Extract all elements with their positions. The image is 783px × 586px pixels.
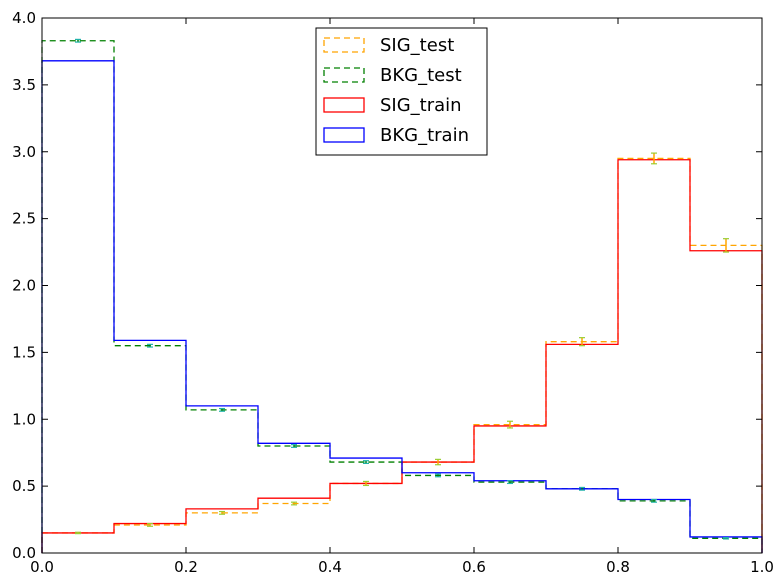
error-bar-sig-test xyxy=(219,510,225,515)
axis-ticks-layer: 0.0 0.2 0.4 0.6 0.8 1.0 0.0 0.5 1.0 1.5 2.0 2.5 3.0 3… xyxy=(12,9,774,576)
error-bar-sig-test xyxy=(435,458,441,466)
legend-box xyxy=(315,27,488,156)
error-bar-bkg-test xyxy=(723,537,729,540)
x-tick-label: 0.0 xyxy=(30,558,54,576)
error-bar-sig-test xyxy=(363,480,369,487)
y-tick-label: 2.5 xyxy=(12,210,36,228)
legend-label: BKG_train xyxy=(380,125,469,146)
error-bar-bkg-test xyxy=(147,343,153,348)
y-tick-label: 1.5 xyxy=(12,343,36,361)
error-bar-bkg-test xyxy=(75,38,81,43)
error-bar-bkg-test xyxy=(435,473,441,478)
error-bar-bkg-test xyxy=(507,480,513,485)
y-tick-label: 4.0 xyxy=(12,9,36,27)
error-bar-bkg-test xyxy=(291,444,297,448)
error-bar-sig-test xyxy=(75,531,81,535)
series-line-sig-train xyxy=(41,159,763,553)
legend-swatch xyxy=(323,97,365,113)
error-bar-bkg-test xyxy=(363,460,369,464)
error-bar-bkg-test xyxy=(579,486,585,491)
legend: SIG_test BKG_test SIG_train BKG_train xyxy=(315,27,488,156)
y-tick-label: 1.0 xyxy=(12,410,36,428)
legend-label: SIG_train xyxy=(380,95,462,116)
error-bar-bkg-test xyxy=(219,407,225,412)
legend-label: BKG_test xyxy=(380,65,462,86)
legend-swatch xyxy=(323,127,365,143)
error-bar-sig-test xyxy=(651,152,657,165)
error-bar-sig-test xyxy=(147,522,153,527)
x-tick-label: 0.2 xyxy=(174,558,198,576)
y-tick-label: 3.0 xyxy=(12,143,36,161)
y-tick-label: 3.5 xyxy=(12,76,36,94)
error-bar-sig-test xyxy=(291,501,297,506)
legend-label: SIG_test xyxy=(380,35,454,56)
error-bars-layer xyxy=(75,38,729,540)
x-tick-label: 0.6 xyxy=(462,558,486,576)
error-bar-sig-test xyxy=(723,238,729,253)
x-tick-label: 0.4 xyxy=(318,558,342,576)
error-bar-sig-test xyxy=(579,337,585,347)
error-bar-sig-test xyxy=(507,420,513,429)
legend-swatch xyxy=(323,37,365,53)
series-line-sig-test xyxy=(41,157,763,553)
y-tick-label: 2.0 xyxy=(12,277,36,295)
error-bar-bkg-test xyxy=(651,498,657,503)
x-tick-label: 0.8 xyxy=(606,558,630,576)
y-tick-label: 0.5 xyxy=(12,477,36,495)
x-tick-label: 1.0 xyxy=(750,558,774,576)
y-tick-label: 0.0 xyxy=(12,544,36,562)
legend-swatch xyxy=(323,67,365,83)
